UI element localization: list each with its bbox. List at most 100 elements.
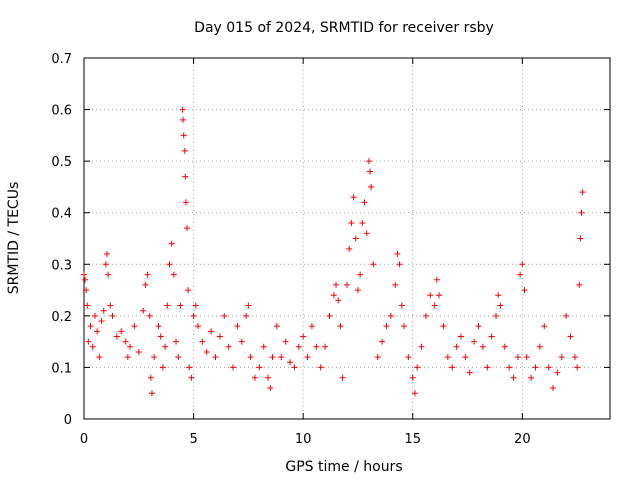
- data-point: [554, 369, 561, 376]
- data-point: [335, 297, 342, 304]
- data-point: [104, 250, 111, 257]
- data-point: [361, 199, 368, 206]
- data-point: [322, 343, 329, 350]
- data-point: [574, 364, 581, 371]
- data-point: [436, 292, 443, 299]
- x-tick-label: 15: [404, 432, 421, 447]
- data-point: [579, 189, 586, 196]
- data-point: [109, 312, 116, 319]
- data-point: [180, 116, 187, 123]
- data-point: [368, 183, 375, 190]
- data-point: [107, 302, 114, 309]
- y-tick-label: 0.5: [51, 155, 72, 170]
- y-axis-label: SRMTID / TECUs: [6, 182, 22, 295]
- data-point: [245, 302, 252, 309]
- data-point: [308, 323, 315, 330]
- data-point: [550, 385, 557, 392]
- data-point: [409, 374, 416, 381]
- data-point: [479, 343, 486, 350]
- data-point: [453, 343, 460, 350]
- data-point: [87, 323, 94, 330]
- data-point: [122, 338, 129, 345]
- data-point: [357, 271, 364, 278]
- data-point: [295, 343, 302, 350]
- y-tick-label: 0.1: [51, 361, 72, 376]
- data-point: [344, 281, 350, 288]
- data-point: [326, 312, 333, 319]
- y-tick-label: 0.6: [51, 104, 72, 119]
- data-point: [221, 312, 228, 319]
- data-point: [148, 390, 155, 397]
- data-point: [304, 354, 311, 361]
- data-point: [558, 354, 565, 361]
- data-point: [396, 261, 403, 268]
- data-point: [151, 354, 158, 361]
- data-point: [287, 359, 294, 366]
- data-point: [278, 354, 285, 361]
- data-point: [282, 338, 289, 345]
- data-point: [212, 354, 219, 361]
- data-point: [94, 328, 101, 335]
- data-point: [576, 281, 583, 288]
- data-point: [506, 364, 513, 371]
- data-point: [83, 287, 90, 294]
- data-point: [81, 271, 87, 278]
- data-point: [166, 261, 173, 268]
- data-point: [541, 323, 548, 330]
- data-point: [85, 338, 92, 345]
- data-point: [374, 354, 381, 361]
- data-point: [521, 287, 528, 294]
- data-point: [91, 312, 98, 319]
- data-point: [495, 292, 502, 299]
- axis-ticks: 0 0.1 0.2 0.3 0.4 0.5 0.6 0.7 0 5 10 15 20: [51, 52, 610, 447]
- data-point: [422, 312, 429, 319]
- data-point: [164, 302, 171, 309]
- data-point: [405, 354, 412, 361]
- data-point: [216, 333, 223, 340]
- data-point: [363, 230, 370, 237]
- data-point: [519, 261, 526, 268]
- data-point: [159, 364, 166, 371]
- data-point: [203, 348, 210, 355]
- data-point: [265, 374, 272, 381]
- data-point: [471, 338, 478, 345]
- data-point: [440, 323, 447, 330]
- data-point: [225, 343, 232, 350]
- data-point: [387, 312, 394, 319]
- data-point: [497, 302, 504, 309]
- data-point: [157, 333, 164, 340]
- data-point: [379, 338, 386, 345]
- data-point: [199, 338, 206, 345]
- data-point: [313, 343, 320, 350]
- data-point: [260, 343, 267, 350]
- data-point: [571, 354, 578, 361]
- data-point: [230, 364, 237, 371]
- data-point: [179, 106, 186, 113]
- data-point: [532, 364, 539, 371]
- data-point: [269, 354, 276, 361]
- data-point: [192, 302, 199, 309]
- data-point: [247, 354, 254, 361]
- x-tick-label: 10: [295, 432, 312, 447]
- data-point: [181, 147, 188, 154]
- y-tick-label: 0.2: [51, 310, 72, 325]
- data-point: [162, 343, 169, 350]
- data-point: [124, 354, 131, 361]
- data-point: [510, 374, 517, 381]
- data-point: [352, 235, 359, 242]
- x-tick-label: 5: [189, 432, 197, 447]
- data-point: [523, 354, 530, 361]
- x-tick-label: 20: [514, 432, 531, 447]
- data-point: [147, 374, 154, 381]
- data-point: [330, 292, 337, 299]
- plot-frame: [83, 57, 611, 420]
- data-point: [118, 328, 125, 335]
- data-point: [501, 343, 508, 350]
- data-point: [578, 209, 585, 216]
- data-point: [238, 338, 245, 345]
- data-point: [98, 318, 105, 325]
- data-point: [457, 333, 464, 340]
- data-point: [168, 240, 175, 247]
- data-point: [414, 364, 421, 371]
